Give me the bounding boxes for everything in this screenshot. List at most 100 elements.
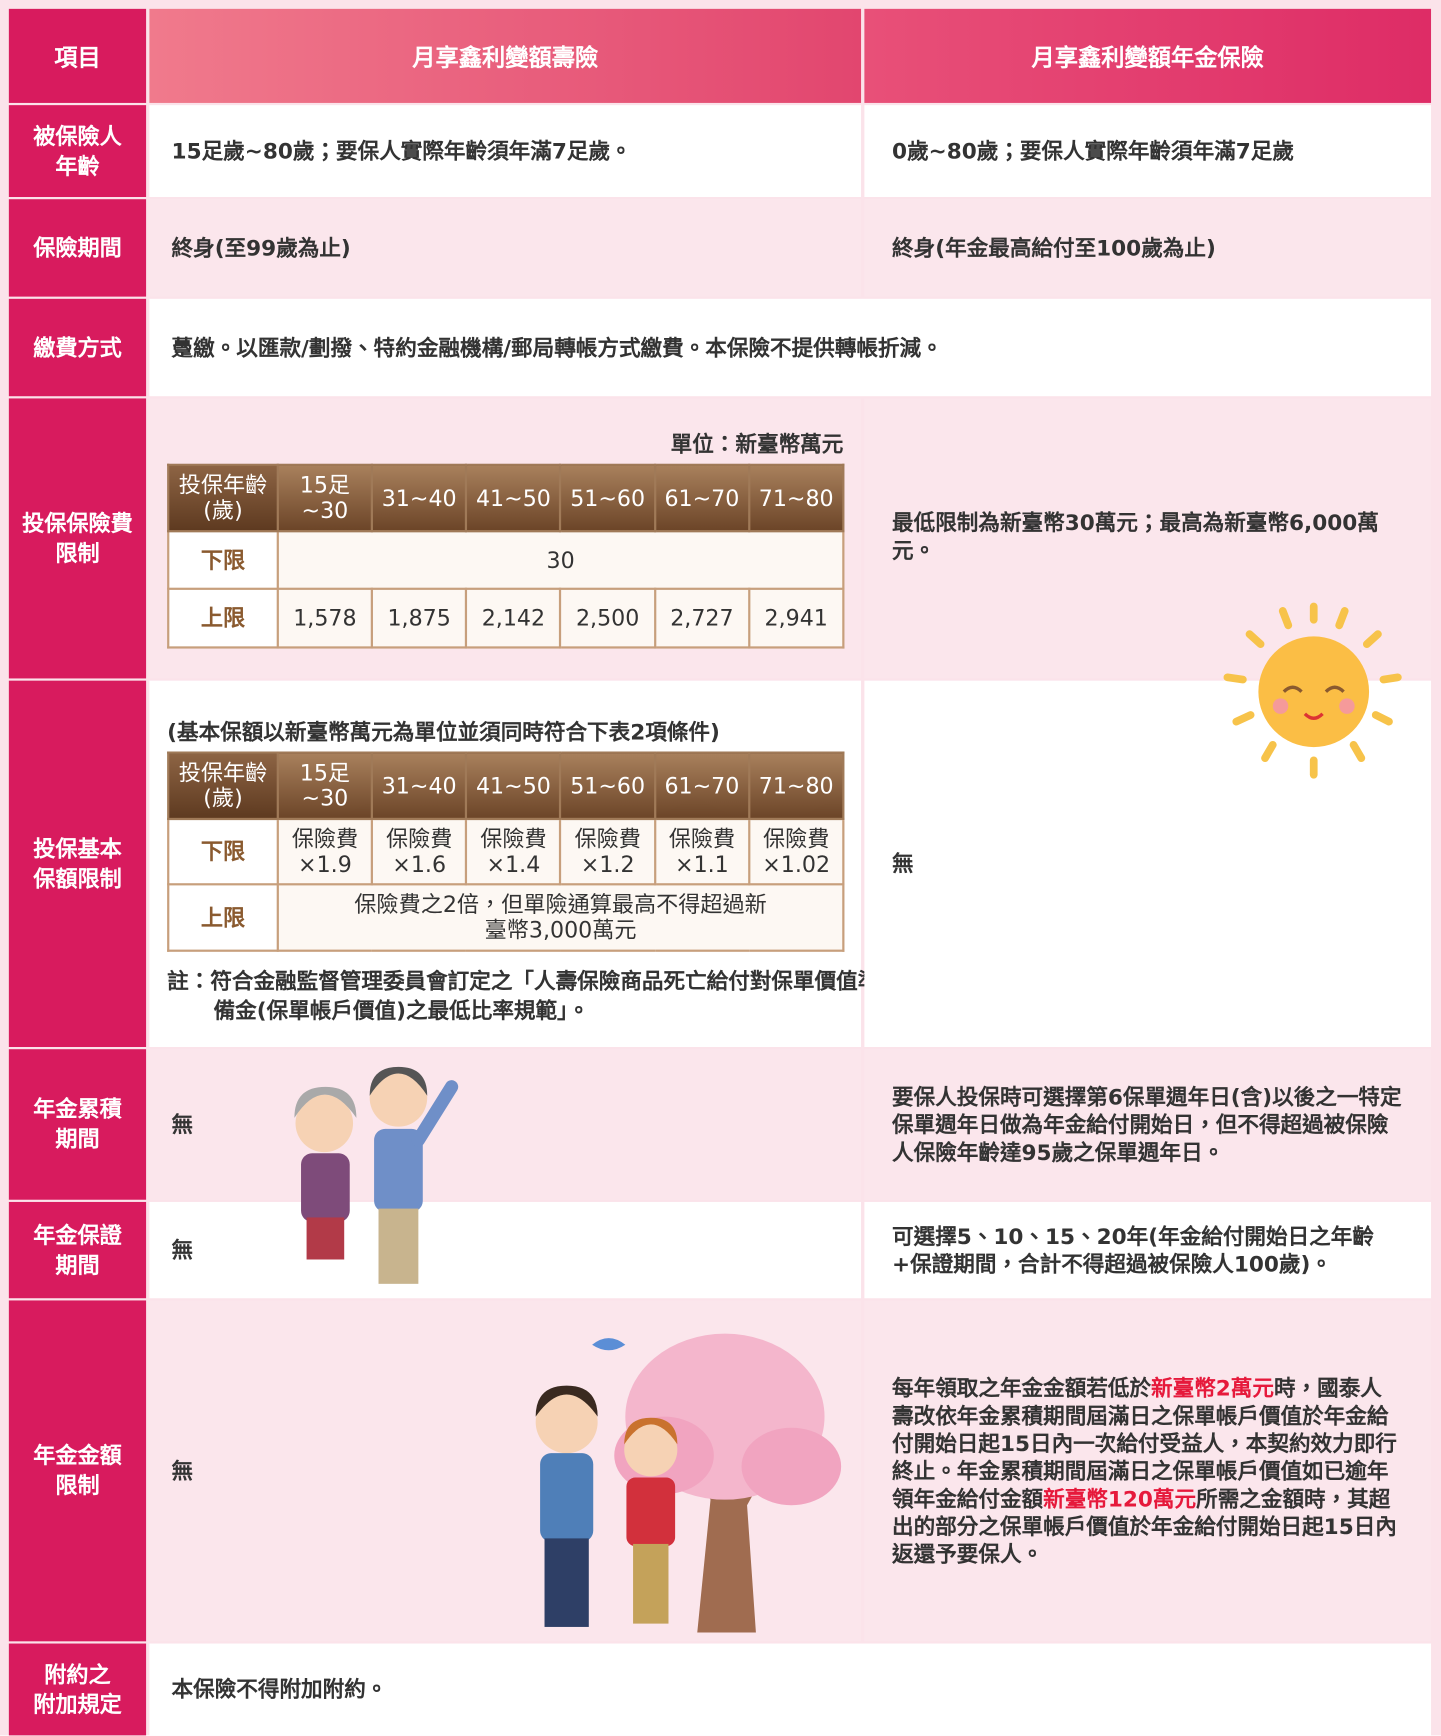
table-cell: 保險費 ×1.1 (653, 817, 751, 886)
cell: 本保險不得附加附約。 (149, 1643, 1432, 1736)
sun-cheek (1339, 698, 1355, 714)
sun-cheek (1272, 698, 1289, 714)
row-head: 下限 (167, 530, 279, 590)
label-line: 被保險人 (33, 122, 122, 149)
text-segment: 新臺幣120萬元 (1043, 1485, 1197, 1512)
trousers (544, 1538, 589, 1627)
face (624, 1423, 678, 1477)
table-header-cell: 41~50 (465, 463, 562, 533)
row-label: 保險期間 (8, 199, 147, 297)
elderly-couple-illustration (294, 1066, 459, 1284)
table-header-cell: 51~60 (559, 751, 656, 821)
cell: 最低限制為新臺幣30萬元；最高為新臺幣6,000萬元。 (864, 398, 1432, 679)
unit-note: 單位：新臺幣萬元 (670, 431, 844, 458)
cell-text: 躉繳。以匯款/劃撥、特約金融機構/郵局轉帳方式繳費。本保險不提供轉帳折減。 (171, 334, 943, 361)
row-label: 被保險人 年齡 (8, 105, 147, 198)
label-line: 期間 (55, 1125, 100, 1153)
cell-line: 保險費 (574, 825, 641, 852)
face (535, 1391, 598, 1454)
tree-crown (741, 1427, 842, 1506)
label-line: 繳費方式 (33, 333, 122, 361)
label-line: 附約之 (44, 1660, 111, 1688)
cell: 15足歲~80歲；要保人實際年齡須年滿7足歲。 (149, 105, 862, 198)
body (540, 1453, 594, 1542)
row-head: 上限 (167, 883, 279, 952)
cell-text: 終身(年金最高給付至100歲為止) (892, 235, 1216, 261)
cell-line: ×1.9 (298, 850, 352, 878)
table-header-cell: 41~50 (465, 751, 562, 821)
table-cell: 保險費 ×1.02 (747, 817, 845, 886)
cell-line: ×1.2 (580, 850, 635, 878)
header-item: 項目 (8, 8, 147, 103)
sun-illustration (1223, 602, 1402, 779)
face (295, 1094, 354, 1153)
label-line: 年金金額 (33, 1442, 122, 1469)
cell-line: 保險費 (668, 825, 736, 852)
trousers (633, 1543, 669, 1624)
cell-line: ×1.4 (486, 850, 541, 878)
label-line: 限制 (55, 539, 100, 567)
cell-text: 每年領取之年金金額若低於新臺幣2萬元時，國泰人壽改依年金累積期間屆滿日之保單帳戶… (892, 1374, 1403, 1568)
arm (411, 1080, 459, 1147)
row-label: 投保保險費 限制 (8, 398, 147, 679)
row-label: 繳費方式 (8, 298, 147, 397)
skirt (306, 1217, 345, 1260)
table-header-cell: 15足~30 (276, 751, 374, 821)
label-line: 附加規定 (33, 1690, 122, 1718)
cell: (基本保額以新臺幣萬元為單位並須同時符合下表2項條件) 投保年齡 (歲) 15足~… (149, 680, 879, 1047)
header-line: 投保年齡 (178, 759, 268, 786)
cell-line: ×1.1 (675, 850, 729, 878)
table-row: 上限 保險費之2倍，但單險通算最高不得超過新臺幣3,000萬元 (167, 883, 845, 952)
table-cell: 保險費 ×1.2 (559, 817, 656, 886)
table-cell: 30 (276, 530, 845, 590)
table-header-cell: 61~70 (653, 463, 751, 533)
cell: 躉繳。以匯款/劃撥、特約金融機構/郵局轉帳方式繳費。本保險不提供轉帳折減。 (149, 298, 1432, 397)
cell-text: 15足歲~80歲；要保人實際年齡須年滿7足歲。 (171, 138, 632, 164)
header-line: (歲) (203, 496, 243, 524)
table-cell: 保險費 ×1.9 (276, 817, 374, 886)
table-header-cell: 投保年齡 (歲) (167, 463, 279, 533)
hair (624, 1417, 678, 1445)
table-cell: 保險費 ×1.6 (370, 817, 468, 886)
table-cell: 2,500 (559, 587, 656, 649)
cell: 無 (149, 1201, 862, 1299)
table-header-row: 投保年齡 (歲) 15足~30 31~40 41~50 51~60 61~70 7… (167, 463, 845, 533)
cell-text: 本保險不得附加附約。 (171, 1676, 388, 1703)
table-header-cell: 71~80 (747, 463, 845, 533)
label-line: 投保保險費 (22, 509, 133, 537)
footnote: 註：符合金融監督管理委員會訂定之「人壽保險商品死亡給付對保單價值準備金(保單帳戶… (167, 968, 880, 1024)
cell-text: 0歲~80歲；要保人實際年齡須年滿7足歲 (892, 138, 1294, 164)
cell-line: ×1.02 (762, 850, 831, 878)
body (626, 1477, 676, 1547)
row-head: 上限 (167, 587, 279, 649)
body (301, 1153, 350, 1222)
bird (592, 1338, 626, 1351)
sun-rays (1223, 602, 1402, 779)
hair (535, 1385, 598, 1417)
table-row: 下限 30 (167, 530, 845, 590)
table-header-cell: 51~60 (559, 463, 656, 533)
cell-line: 保險費 (480, 825, 547, 852)
header-line: 投保年齡 (178, 471, 268, 499)
cell-text: 無 (892, 851, 914, 877)
label-line: 保額限制 (33, 864, 122, 892)
cell-text: 無 (171, 1458, 194, 1484)
table-header-cell: 15足~30 (276, 463, 374, 533)
cell-line: 保險費 (385, 825, 453, 852)
couple-tree-illustration (535, 1333, 842, 1633)
cell-text: 無 (171, 1111, 194, 1138)
sun-face (1258, 636, 1370, 748)
table-cell: 2,941 (747, 587, 845, 649)
cell-text: 最低限制為新臺幣30萬元；最高為新臺幣6,000萬元。 (892, 510, 1379, 564)
cell-text: 終身(至99歲為止) (171, 235, 351, 261)
cell: 無 (149, 1049, 862, 1200)
header-product: 月享鑫利變額年金保險 (864, 8, 1432, 103)
table-header-cell: 71~80 (747, 751, 845, 821)
table-row: 上限 1,578 1,875 2,142 2,500 2,727 2,941 (167, 587, 845, 649)
cell: 0歲~80歲；要保人實際年齡須年滿7足歲 (864, 105, 1432, 198)
hair (294, 1086, 357, 1118)
label-line: 年齡 (55, 152, 100, 179)
cell-text: 無 (171, 1237, 194, 1263)
